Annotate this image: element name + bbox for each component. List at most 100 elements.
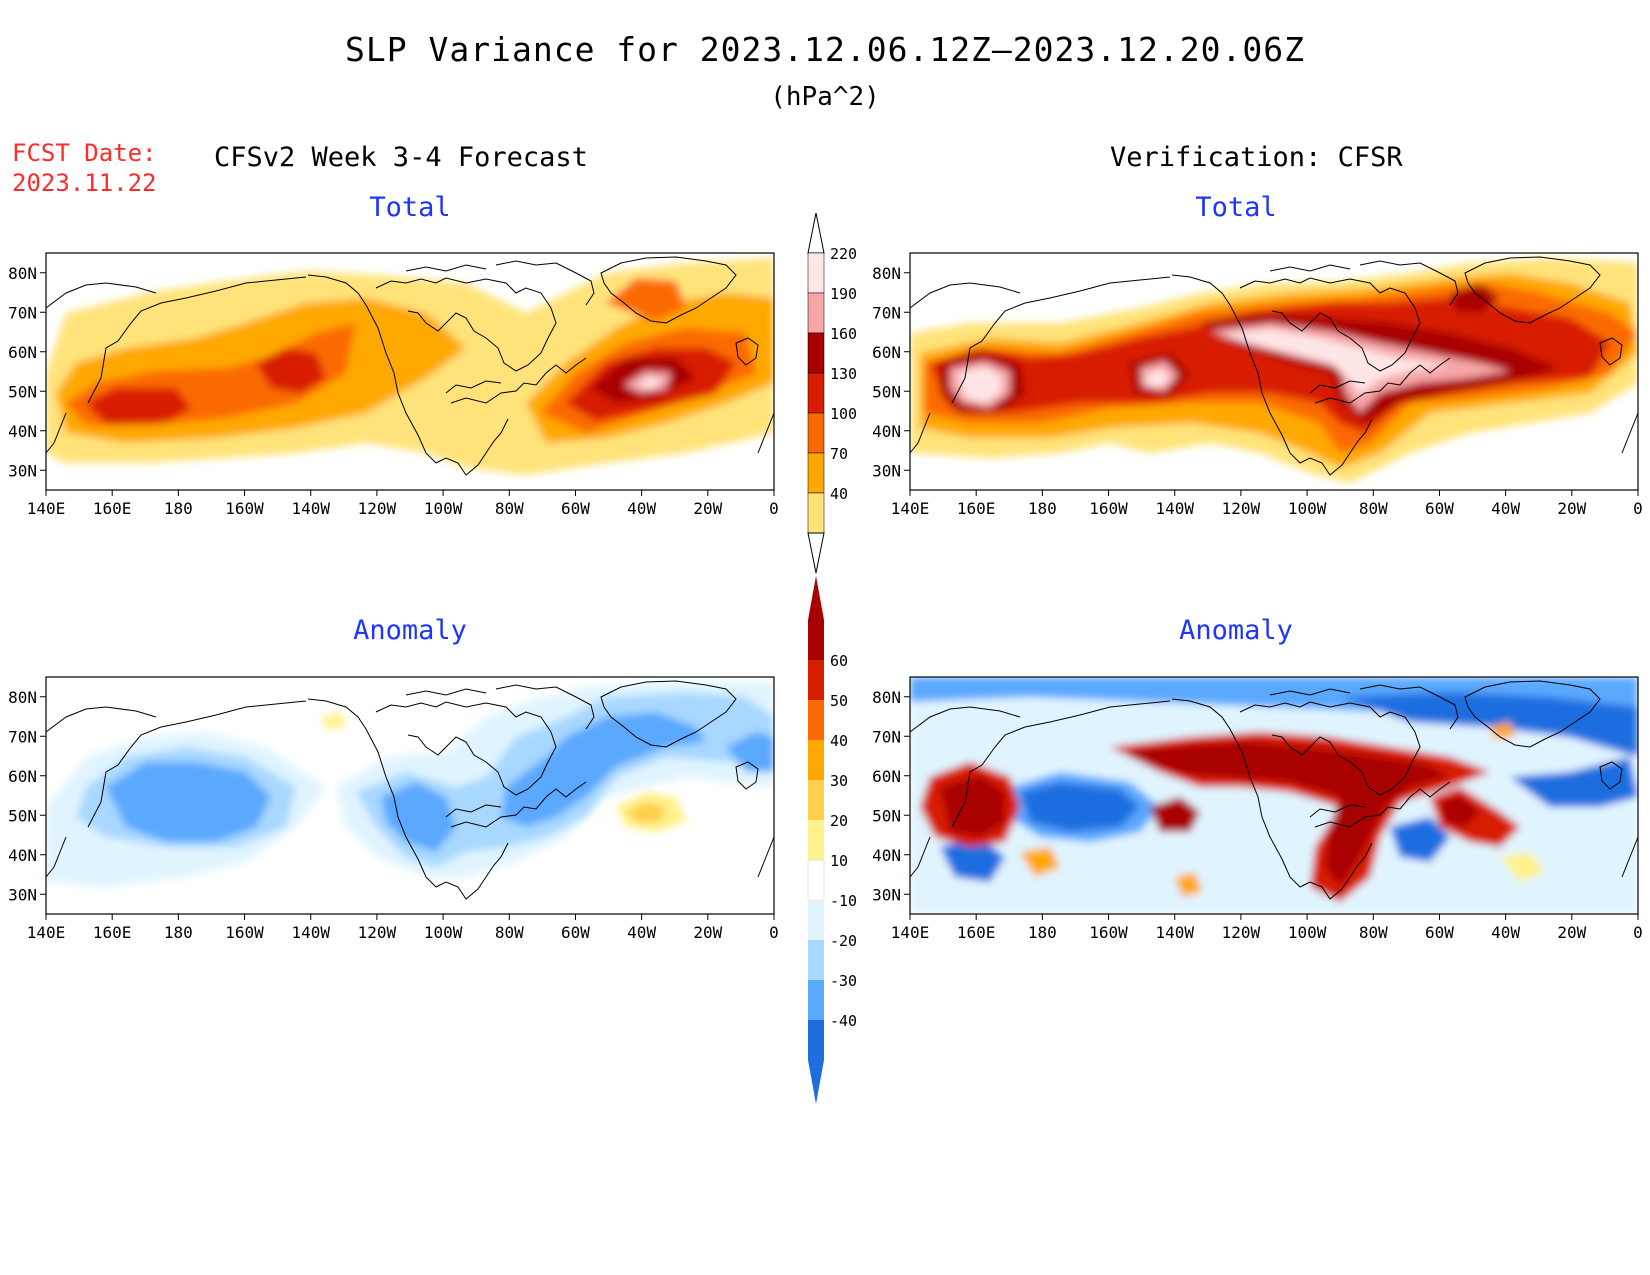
lat-axis-forecast-anomaly: 80N 70N 60N 50N 40N 30N	[8, 688, 46, 904]
lon-tick-label: 20W	[693, 923, 722, 942]
colorbar-swatch	[807, 412, 825, 454]
lat-tick-label: 50N	[8, 806, 37, 825]
verification-anomaly-title: Anomaly	[1179, 615, 1293, 646]
lon-tick-label: 60W	[1425, 499, 1454, 518]
lon-tick-label: 20W	[1557, 923, 1586, 942]
lon-tick-label: 80W	[495, 499, 524, 518]
verification-total-map	[909, 252, 1639, 491]
lon-tick-label: 140E	[891, 499, 930, 518]
colorbar-label: 100	[830, 405, 857, 423]
lon-tick-label: 120W	[1222, 499, 1261, 518]
lon-tick-label: 100W	[424, 923, 463, 942]
colorbar-swatch	[808, 700, 824, 740]
colorbar-bottom-arrow	[807, 532, 825, 574]
lat-axis-forecast-total: 80N 70N 60N 50N 40N 30N	[8, 264, 46, 480]
colorbar-label: -20	[830, 932, 857, 950]
lon-tick-label: 0	[769, 499, 779, 518]
lat-tick-label: 30N	[872, 461, 901, 480]
lon-tick-label: 120W	[358, 923, 397, 942]
colorbar-label: 190	[830, 285, 857, 303]
lat-tick-label: 30N	[8, 885, 37, 904]
lat-tick-label: 30N	[8, 461, 37, 480]
lon-tick-label: 180	[1028, 499, 1057, 518]
lon-tick-label: 40W	[1491, 499, 1520, 518]
colorbar-swatch	[807, 372, 825, 414]
page-title: SLP Variance for 2023.12.06.12Z—2023.12.…	[345, 30, 1305, 69]
lon-tick-label: 180	[164, 923, 193, 942]
forecast-total-title: Total	[369, 192, 451, 223]
lat-tick-label: 80N	[8, 264, 37, 283]
lon-axis-forecast-total: 140E 160E 180 160W 140W 120W 100W 80W 60W 40W 20W 0	[27, 490, 779, 518]
lon-tick-label: 160E	[957, 499, 996, 518]
lon-tick-label: 100W	[1288, 923, 1327, 942]
forecast-anomaly-map	[45, 676, 775, 915]
lon-tick-label: 140E	[27, 499, 66, 518]
lon-axis-forecast-anomaly: 140E 160E 180 160W 140W 120W 100W 80W 60W 40W 20W 0	[27, 914, 779, 942]
colorbar-swatch	[808, 900, 824, 940]
colorbar-swatch	[807, 332, 825, 374]
lat-tick-label: 60N	[8, 767, 37, 786]
lat-tick-label: 50N	[8, 382, 37, 401]
lon-tick-label: 60W	[561, 923, 590, 942]
colorbar-swatch	[807, 292, 825, 334]
colorbar-swatch	[808, 660, 824, 700]
lon-tick-label: 120W	[358, 499, 397, 518]
colorbar-label: 20	[830, 812, 848, 830]
colorbar-swatch	[808, 740, 824, 780]
forecast-anomaly-title: Anomaly	[353, 615, 467, 646]
verification-total-title: Total	[1195, 192, 1277, 223]
lon-tick-label: 40W	[627, 499, 656, 518]
lat-tick-label: 70N	[8, 303, 37, 322]
lon-tick-label: 80W	[1359, 499, 1388, 518]
lon-axis-verification-anomaly: 140E 160E 180 160W 140W 120W 100W 80W 60W 40W 20W 0	[891, 914, 1643, 942]
lon-tick-label: 20W	[1557, 499, 1586, 518]
colorbar-top-arrow	[807, 212, 825, 254]
anomaly-colorbar: 60 50 40 30 20 10 -10 -20 -30 -40	[807, 576, 857, 1104]
units-label: (hPa^2)	[770, 82, 880, 112]
lon-tick-label: 0	[1633, 499, 1643, 518]
lon-tick-label: 160E	[93, 499, 132, 518]
lat-tick-label: 80N	[872, 688, 901, 707]
lat-tick-label: 60N	[8, 343, 37, 362]
lon-axis-verification-total: 140E 160E 180 160W 140W 120W 100W 80W 60W 40W 20W 0	[891, 490, 1643, 518]
verification-anomaly-map	[909, 676, 1639, 915]
colorbar-label: 160	[830, 325, 857, 343]
colorbar-swatch	[808, 1020, 824, 1060]
colorbar-label: 10	[830, 852, 848, 870]
lon-tick-label: 140W	[291, 923, 330, 942]
colorbar-label: 50	[830, 692, 848, 710]
colorbar-swatch	[808, 820, 824, 860]
lon-tick-label: 40W	[627, 923, 656, 942]
lon-tick-label: 0	[769, 923, 779, 942]
colorbar-swatch	[807, 859, 825, 901]
colorbar-swatch	[807, 452, 825, 494]
lon-tick-label: 160W	[225, 923, 264, 942]
lat-axis-verification-total: 80N 70N 60N 50N 40N 30N	[872, 264, 910, 480]
lon-tick-label: 60W	[1425, 923, 1454, 942]
lon-tick-label: 160W	[1089, 923, 1128, 942]
lat-tick-label: 70N	[8, 727, 37, 746]
lat-tick-label: 40N	[872, 422, 901, 441]
forecast-date-value: 2023.11.22	[12, 169, 157, 197]
lon-tick-label: 140W	[291, 499, 330, 518]
lat-tick-label: 70N	[872, 727, 901, 746]
lat-axis-verification-anomaly: 80N 70N 60N 50N 40N 30N	[872, 688, 910, 904]
colorbar-swatch	[808, 620, 824, 660]
colorbar-label: 130	[830, 365, 857, 383]
colorbar-label: 30	[830, 772, 848, 790]
colorbar-label: 60	[830, 652, 848, 670]
lat-tick-label: 70N	[872, 303, 901, 322]
colorbar-label: 40	[830, 732, 848, 750]
lon-tick-label: 180	[1028, 923, 1057, 942]
lon-tick-label: 0	[1633, 923, 1643, 942]
lat-tick-label: 50N	[872, 806, 901, 825]
lon-tick-label: 80W	[1359, 923, 1388, 942]
lon-tick-label: 160W	[1089, 499, 1128, 518]
lon-tick-label: 120W	[1222, 923, 1261, 942]
lat-tick-label: 30N	[872, 885, 901, 904]
lat-tick-label: 60N	[872, 343, 901, 362]
lon-tick-label: 140W	[1155, 923, 1194, 942]
lon-tick-label: 140E	[891, 923, 930, 942]
lon-tick-label: 140W	[1155, 499, 1194, 518]
